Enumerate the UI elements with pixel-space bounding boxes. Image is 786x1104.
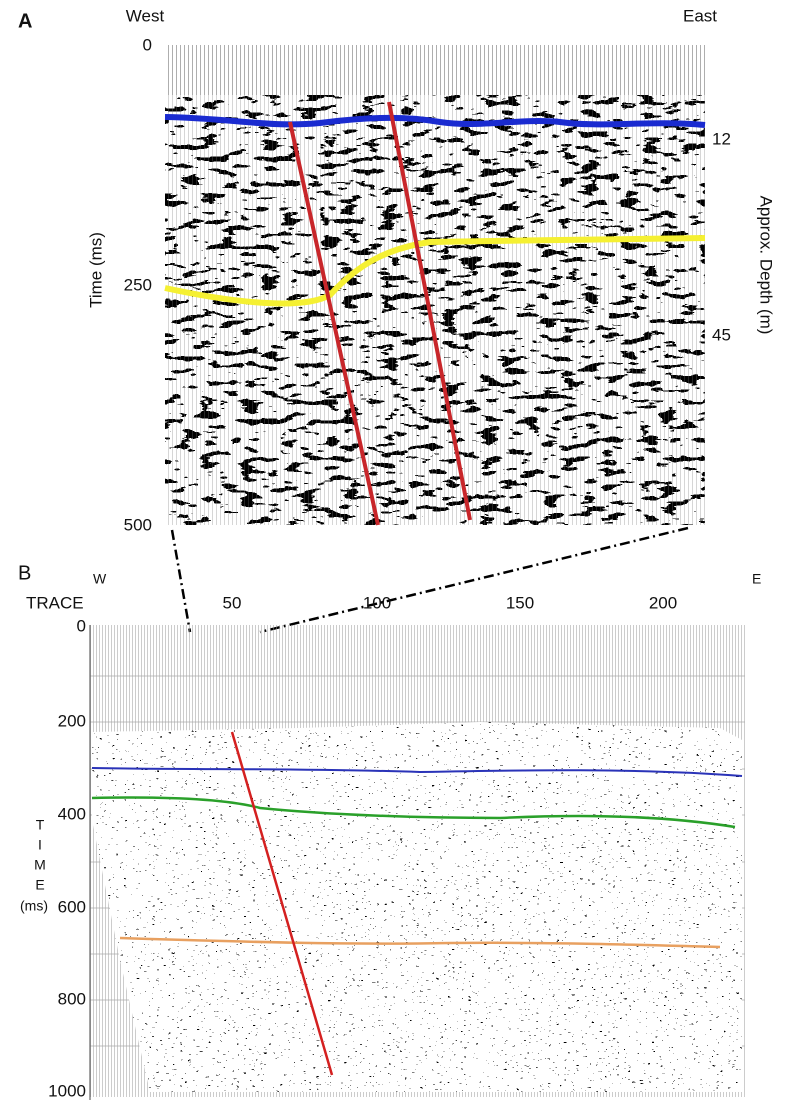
horizon-orange xyxy=(119,936,721,949)
time-tick-label: 500 xyxy=(124,515,152,534)
direction-label: West xyxy=(126,6,165,25)
horizon-blue xyxy=(164,114,706,128)
panel-b-seismic xyxy=(92,722,742,1092)
axis-title-letter: T xyxy=(36,817,45,833)
fault xyxy=(230,731,334,1076)
axis-title-letter: E xyxy=(35,877,44,893)
trace-tick-label: 100 xyxy=(363,593,391,612)
panel-label: A xyxy=(18,10,32,32)
depth-tick-label: 45 xyxy=(712,325,731,344)
time-tick-label: 400 xyxy=(58,804,86,823)
time-tick-label: 250 xyxy=(124,275,152,294)
time-tick-label: 0 xyxy=(143,35,152,54)
time-tick-label: 1000 xyxy=(48,1081,86,1100)
fault xyxy=(387,101,472,521)
time-tick-label: 600 xyxy=(58,897,86,916)
axis-title-letter: M xyxy=(34,857,46,873)
axis-title: Time (ms) xyxy=(86,232,105,308)
panel-label: B xyxy=(18,562,31,584)
direction-label: E xyxy=(752,571,761,587)
time-tick-label: 200 xyxy=(58,711,86,730)
trace-tick-label: 150 xyxy=(506,593,534,612)
axis-title: TRACE xyxy=(26,593,84,612)
time-tick-label: 800 xyxy=(58,989,86,1008)
trace-tick-label: 200 xyxy=(649,593,677,612)
trace-tick-label: 50 xyxy=(223,593,242,612)
direction-label: W xyxy=(93,571,107,587)
direction-label: East xyxy=(683,6,717,25)
horizon-blue xyxy=(91,767,743,777)
axis-title: Approx. Depth (m) xyxy=(757,196,776,335)
time-tick-label: 0 xyxy=(77,616,86,635)
horizon-yellow xyxy=(164,235,706,307)
fault xyxy=(288,121,380,526)
zoom-connector xyxy=(170,529,192,633)
zoom-connector xyxy=(259,526,689,634)
horizon-green xyxy=(91,796,736,829)
axis-title-letter: I xyxy=(38,837,42,853)
depth-tick-label: 12 xyxy=(712,129,731,148)
panel-a-overlay xyxy=(165,95,705,525)
axis-title-unit: (ms) xyxy=(20,898,48,914)
